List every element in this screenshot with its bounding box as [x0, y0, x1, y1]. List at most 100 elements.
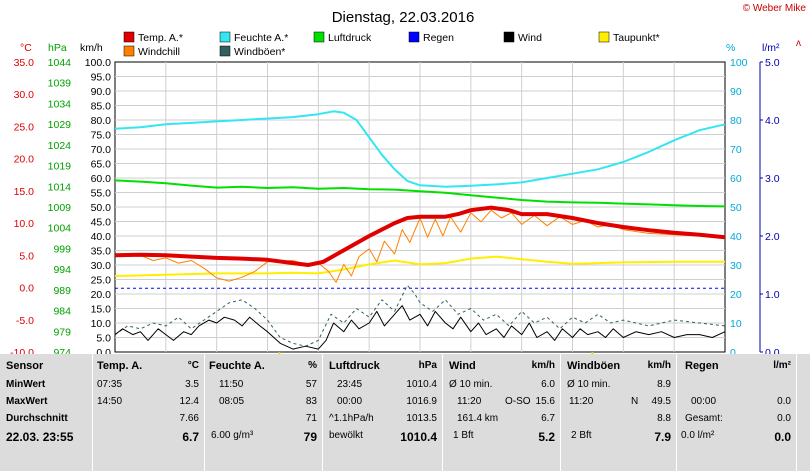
legend-label: Regen [423, 32, 454, 44]
pressure-tick: 1009 [48, 202, 72, 214]
pressure-tick: 979 [53, 326, 71, 338]
temp-unit: °C [187, 360, 199, 371]
pressure-tick: 984 [53, 306, 71, 318]
wind-tick: 70.0 [91, 144, 112, 156]
gust-title: Windböen [567, 360, 621, 372]
wind-tick: 100.0 [85, 57, 111, 69]
temp-max-val: 12.4 [179, 396, 199, 407]
axis-unit-labels: °C hPa km/h% l/m² [20, 42, 780, 54]
wind-tick: 10.0 [91, 318, 112, 330]
axis-ticks: 35.0 30.0 25.0 20.0 15.0 10.0 5.0 0.0 -5.0 -10.0 1… [10, 57, 780, 354]
humidity-tick: 20 [730, 289, 742, 301]
humidity-tick: 30 [730, 260, 742, 272]
legend-swatch [408, 31, 420, 43]
wind-tick: 75.0 [91, 130, 112, 142]
sun-markers: 12:1806:280118:475 [278, 352, 594, 354]
legend-label: Windchill [138, 46, 180, 58]
gust-current: 7.9 [654, 430, 671, 444]
humidity-min-time: 11:50 [219, 379, 244, 390]
temp-tick: 30.0 [14, 89, 35, 101]
pressure-max-val: 1016.9 [406, 396, 437, 407]
pressure-tick: 1024 [48, 140, 72, 152]
temp-tick: -5.0 [16, 315, 34, 327]
rain-tick: 1.0 [765, 289, 780, 301]
stats-col-pressure: Luftdruck hPa 23:45 1010.4 00:00 1016.9 ^1.… [322, 354, 443, 471]
temp-axis-unit: °C [20, 42, 32, 54]
rain-total-label: Gesamt: [685, 413, 723, 424]
humidity-tick: 80 [730, 115, 742, 127]
rain-title: Regen [685, 360, 719, 372]
gust-avg-val: 8.8 [657, 413, 671, 424]
temp-avg-val: 7.66 [179, 413, 199, 424]
pressure-max-time: 00:00 [337, 396, 363, 407]
stats-col-sensor: Sensor MinWert MaxWert Durchschnitt 22.0… [0, 354, 92, 471]
weather-icon: ʌ [796, 38, 801, 49]
pressure-tick: 989 [53, 285, 71, 297]
wind-tick: 80.0 [91, 115, 112, 127]
gust-bft: 2 Bft [571, 430, 592, 441]
wind-max-dir: O-SO [505, 396, 531, 407]
stats-col-temp: Temp. A. °C 07:35 3.5 14:50 12.4 7.66 6.7 [92, 354, 205, 471]
series-taupunkt [114, 255, 725, 277]
legend-label: Luftdruck [328, 32, 372, 44]
pressure-unit: hPa [418, 360, 437, 371]
pressure-tick: 999 [53, 243, 71, 255]
temp-tick: -10.0 [10, 347, 34, 354]
stats-col-humidity: Feuchte A.% 11:50 57 08:05 83 71 6.00 g/m³… [204, 354, 323, 471]
pressure-tick: 1014 [48, 181, 72, 193]
humidity-tick: 100 [730, 57, 748, 69]
temp-tick: 0.0 [19, 283, 34, 295]
rain-tick: 3.0 [765, 173, 780, 185]
wind-tick: 85.0 [91, 101, 112, 113]
temp-min-val: 3.5 [185, 379, 199, 390]
wind-tick: 35.0 [91, 246, 112, 258]
gust-unit: km/h [647, 360, 671, 371]
stats-sensor-title: Sensor [6, 360, 44, 372]
pressure-tick: 1029 [48, 119, 72, 131]
wind-tick: 0.0 [96, 347, 111, 354]
humidity-tick: 60 [730, 173, 742, 185]
pressure-title: Luftdruck [329, 360, 380, 372]
stats-col-rain: Regen l/m² 00:00 0.0 Gesamt: 0.0 0.0 l/m² 0.… [676, 354, 797, 471]
rain-unit: l/m² [773, 360, 791, 371]
humidity-unit: % [308, 360, 317, 371]
rain-tick: 0.0 [765, 347, 780, 354]
rain-total-val: 0.0 [777, 413, 791, 424]
pressure-avg-val: 1013.5 [406, 413, 437, 424]
stats-avg-label: Durchschnitt [6, 413, 68, 424]
humidity-tick: 40 [730, 231, 742, 243]
pressure-tick: 994 [53, 264, 71, 276]
series-feuchte-a- [114, 110, 726, 188]
wind-max-val: 15.6 [535, 396, 555, 407]
temp-tick: 25.0 [14, 121, 35, 133]
pressure-tick: 1039 [48, 78, 72, 90]
stats-max-label: MaxWert [6, 396, 48, 407]
wind-tick: 50.0 [91, 202, 112, 214]
stats-col-gust: Windböen km/h Ø 10 min. 8.9 11:20 N 49.5 8.8… [560, 354, 677, 471]
wind-tick: 30.0 [91, 260, 112, 272]
humidity-tick: 70 [730, 144, 742, 156]
humidity-max-time: 08:05 [219, 396, 245, 407]
gust-min-val: 8.9 [657, 379, 671, 390]
temp-tick: 15.0 [14, 186, 35, 198]
series-wind [114, 305, 726, 350]
gust-max-val: 49.5 [651, 396, 671, 407]
stats-col-wind: Wind km/h Ø 10 min. 6.0 11:20 O-SO 15.6 161.… [442, 354, 561, 471]
pressure-tick: 1034 [48, 98, 72, 110]
humidity-current: 79 [303, 430, 317, 444]
legend-swatch [598, 31, 610, 43]
chart-title: Dienstag, 22.03.2016 [332, 9, 475, 26]
wind-tick: 55.0 [91, 188, 112, 200]
wind-distance: 161.4 km [457, 413, 499, 424]
copyright: © Weber Mike [742, 3, 806, 14]
gust-max-time: 11:20 [569, 396, 594, 407]
wind-tick: 15.0 [91, 304, 112, 316]
wind-min-val: 6.0 [541, 379, 555, 390]
wind-max-time: 11:20 [457, 396, 482, 407]
pressure-tick: 1044 [48, 57, 72, 69]
legend-swatch [123, 45, 135, 57]
temp-tick: 5.0 [19, 250, 34, 262]
rain-current: 0.0 [774, 430, 791, 444]
gust-max-dir: N [631, 396, 639, 407]
temp-title: Temp. A. [97, 360, 143, 372]
